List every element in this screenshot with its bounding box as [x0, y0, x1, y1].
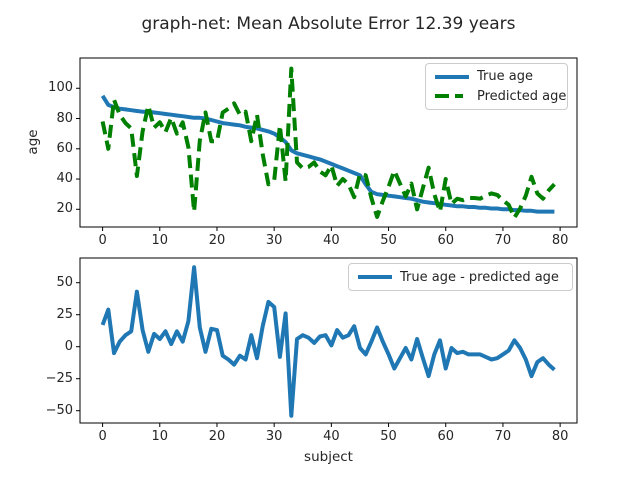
y-tick-label: 20	[56, 201, 73, 217]
legend-label-true-age: True age	[477, 69, 533, 85]
legend-entry-predicted-age: Predicted age	[435, 89, 566, 104]
x-tick-label: 10	[151, 233, 169, 248]
x-tick-label: 0	[98, 429, 107, 444]
x-axis-label-subject: subject	[304, 449, 353, 465]
y-tick-label: 0	[64, 338, 73, 354]
legend-entry-true-age: True age	[435, 69, 558, 84]
x-tick-label: 20	[208, 233, 226, 248]
x-tick-label: 30	[265, 429, 283, 444]
x-tick-label: 60	[437, 233, 454, 248]
series-line-true-age	[100, 94, 555, 214]
x-tick-label: 60	[437, 429, 454, 444]
x-tick-label: 80	[551, 233, 569, 248]
y-tick-label: 40	[56, 171, 73, 187]
x-tick-label: 80	[551, 429, 569, 444]
axes-spines-1	[79, 257, 578, 424]
series-line-predicted-age	[100, 66, 556, 220]
true-age-line-swatch	[435, 74, 469, 79]
y-tick-label: −50	[45, 402, 73, 418]
x-tick-label: 40	[323, 429, 340, 444]
series-line-true-age-predicted-age	[100, 265, 556, 418]
y-tick-label: −25	[45, 370, 73, 386]
y-tick-label: 60	[56, 140, 73, 156]
x-tick-label: 50	[380, 429, 397, 444]
legend-label-difference: True age - predicted age	[400, 269, 559, 285]
y-tick-label: 80	[56, 110, 73, 126]
legend-top-plot: True age Predicted age	[425, 63, 568, 110]
x-tick-label: 20	[208, 429, 226, 444]
x-tick-label: 30	[265, 233, 283, 248]
y-tick-label: 100	[48, 80, 73, 96]
legend-label-predicted-age: Predicted age	[477, 88, 567, 104]
y-tick-label: 25	[56, 306, 73, 322]
x-tick-label: 50	[380, 233, 397, 248]
difference-line-swatch	[358, 275, 392, 279]
legend-entry-difference: True age - predicted age	[358, 270, 563, 285]
x-tick-label: 10	[151, 429, 169, 444]
figure-title: graph-net: Mean Absolute Error 12.39 yea…	[141, 14, 516, 34]
legend-bottom-plot: True age - predicted age	[348, 263, 573, 291]
x-tick-label: 70	[494, 233, 512, 248]
predicted-age-dashed-swatch	[435, 94, 469, 99]
y-tick-label: 50	[56, 274, 73, 290]
x-tick-label: 70	[494, 429, 512, 444]
axes-spines-0	[79, 57, 578, 228]
x-tick-label: 0	[98, 233, 107, 248]
x-tick-label: 40	[323, 233, 340, 248]
